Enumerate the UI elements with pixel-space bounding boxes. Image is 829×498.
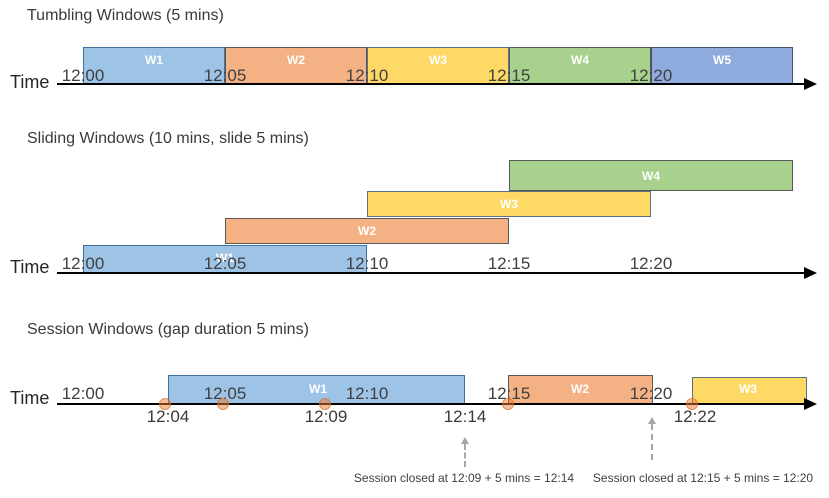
tick-label: 12:00 [61,384,105,403]
time-axis-label: Time [10,388,50,408]
tick-label: 12:00 [61,254,105,273]
timeline-arrowhead-icon [804,398,817,410]
session-close-annotation: Session closed at 12:09 + 5 mins = 12:14 [353,471,575,485]
time-axis-label: Time [10,257,50,277]
window-label: W2 [358,224,376,238]
timeline [57,272,806,274]
tumbling-section-title: Tumbling Windows (5 mins) [27,7,224,24]
tumbling-window-w4 [509,47,651,84]
window-label: W2 [287,53,305,67]
timeline-arrowhead-icon [804,267,817,279]
event-dot [686,398,698,410]
time-axis-label: Time [10,72,50,92]
event-time-label: 12:09 [304,407,348,426]
timeline [57,83,806,85]
window-label: W5 [713,53,731,67]
tick-label: 12:10 [345,384,389,403]
tick-label: 12:20 [629,66,673,85]
window-label: W1 [145,53,163,67]
window-label: W1 [216,251,234,265]
timeline [57,403,806,405]
sliding-window-w2 [225,218,509,244]
window-label: W2 [571,382,589,396]
tick-label: 12:05 [203,66,247,85]
tick-label: 12:15 [487,66,531,85]
event-time-label: 12:22 [673,407,717,426]
session-close-arrow [461,437,469,467]
tick-label: 12:05 [203,384,247,403]
sliding-section-title: Sliding Windows (10 mins, slide 5 mins) [27,130,309,147]
tumbling-window-w1 [83,47,225,84]
tick-label: 12:05 [203,254,247,273]
window-label: W3 [429,53,447,67]
tick-label: 12:10 [345,66,389,85]
event-time-label: 12:14 [443,407,487,426]
window-label: W4 [571,53,589,67]
event-dot [217,398,229,410]
event-dot [502,398,514,410]
arrow-up-icon [648,417,656,424]
session-close-arrow [648,417,656,460]
window-label: W1 [309,382,327,396]
session-close-annotation: Session closed at 12:15 + 5 mins = 12:20 [592,471,814,485]
tick-label: 12:10 [345,254,389,273]
window-label: W3 [739,382,757,396]
sliding-window-w1 [83,245,367,273]
tick-label: 12:15 [487,384,531,403]
tick-label: 12:20 [629,254,673,273]
tick-label: 12:15 [487,254,531,273]
tick-label: 12:00 [61,66,105,85]
window-label: W3 [500,197,518,211]
event-dot [319,398,331,410]
arrow-up-icon [461,437,469,444]
tick-label: 12:20 [629,384,673,403]
timeline-arrowhead-icon [804,78,817,90]
session-section-title: Session Windows (gap duration 5 mins) [27,321,309,338]
event-dot [159,398,171,410]
tumbling-window-w2 [225,47,367,84]
session-window-w2 [508,375,653,404]
sliding-window-w3 [367,191,651,217]
sliding-window-w4 [509,160,793,191]
window-label: W4 [642,169,660,183]
event-time-label: 12:04 [146,407,190,426]
